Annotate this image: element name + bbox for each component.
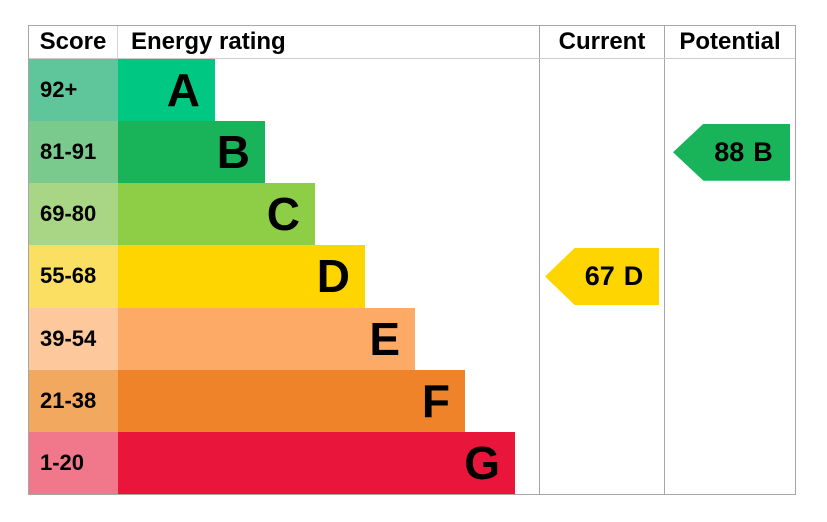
band-bar-cell: C	[118, 183, 539, 246]
current-column-header: Current	[539, 26, 664, 58]
current-cell	[539, 183, 664, 246]
band-bar: D	[118, 245, 365, 308]
band-row: 81-91 B 88 B	[29, 121, 795, 184]
band-score-range: 81-91	[29, 121, 118, 184]
band-bar: G	[118, 431, 515, 494]
band-row: 92+ A	[29, 59, 795, 122]
potential-cell	[664, 183, 795, 246]
score-column-header: Score	[29, 26, 118, 58]
potential-cell: 88 B	[664, 121, 795, 184]
potential-rating-letter: B	[753, 136, 773, 167]
potential-cell	[664, 59, 795, 122]
table-header-row: Score Energy rating Current Potential	[29, 26, 795, 59]
band-score-range: 92+	[29, 59, 118, 122]
band-letter: E	[369, 312, 400, 365]
band-bar-cell: F	[118, 369, 539, 432]
current-cell	[539, 59, 664, 122]
potential-column-header: Potential	[664, 26, 795, 58]
band-bar-cell: E	[118, 307, 539, 370]
band-letter: G	[464, 436, 500, 489]
current-score-value: 67	[584, 260, 615, 291]
band-bar-cell: D	[118, 245, 539, 308]
band-bar: A	[118, 59, 215, 122]
band-row: 1-20 G	[29, 431, 795, 494]
current-cell	[539, 431, 664, 494]
current-cell	[539, 369, 664, 432]
band-letter: D	[316, 250, 350, 303]
band-bar-cell: G	[118, 431, 539, 494]
band-score-range: 55-68	[29, 245, 118, 308]
band-bar-cell: A	[118, 59, 539, 122]
current-rating-arrow: 67 D	[545, 247, 659, 305]
band-letter: B	[216, 126, 250, 179]
band-letter: A	[166, 64, 200, 117]
band-bar: C	[118, 183, 315, 246]
band-letter: F	[421, 374, 450, 427]
band-score-range: 69-80	[29, 183, 118, 246]
bands-body: 92+ A 81-91 B 88 B 69-80 C 55-68	[29, 59, 795, 494]
band-row: 21-38 F	[29, 369, 795, 432]
epc-table: Score Energy rating Current Potential 92…	[28, 25, 796, 495]
band-row: 69-80 C	[29, 183, 795, 246]
band-row: 39-54 E	[29, 307, 795, 370]
energy-rating-column-header: Energy rating	[131, 28, 286, 55]
current-cell: 67 D	[539, 245, 664, 308]
band-letter: C	[266, 188, 300, 241]
band-row: 55-68 D 67 D	[29, 245, 795, 308]
band-bar-cell: B	[118, 121, 539, 184]
band-bar: B	[118, 121, 265, 184]
band-score-range: 21-38	[29, 369, 118, 432]
potential-cell	[664, 369, 795, 432]
band-bar: F	[118, 369, 465, 432]
potential-cell	[664, 307, 795, 370]
current-cell	[539, 307, 664, 370]
band-score-range: 39-54	[29, 307, 118, 370]
band-score-range: 1-20	[29, 431, 118, 494]
band-bar: E	[118, 307, 415, 370]
current-cell	[539, 121, 664, 184]
potential-cell	[664, 431, 795, 494]
potential-rating-arrow: 88 B	[673, 123, 790, 181]
current-rating-letter: D	[623, 260, 644, 291]
potential-score-value: 88	[714, 136, 745, 167]
potential-cell	[664, 245, 795, 308]
